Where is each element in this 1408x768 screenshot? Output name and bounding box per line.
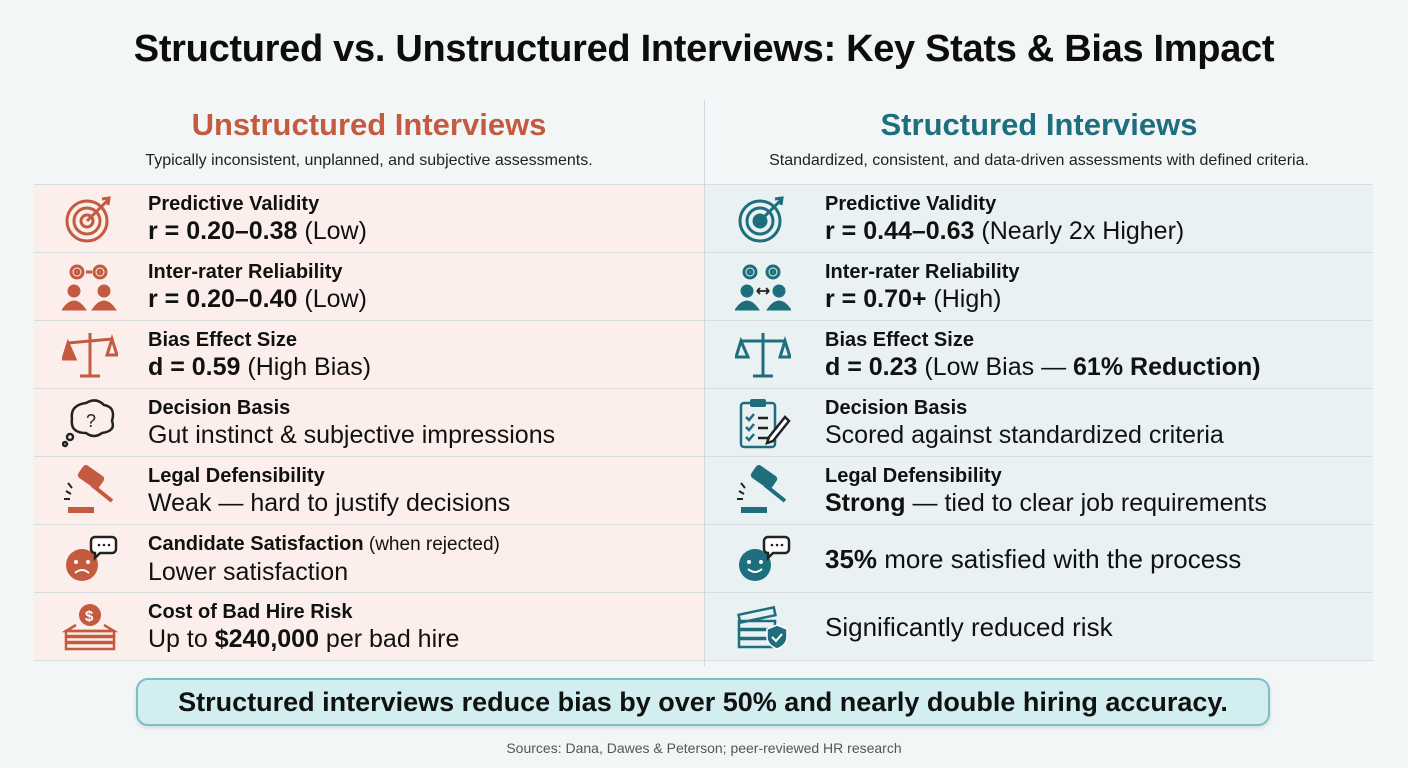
unstructured-subheading: Typically inconsistent, unplanned, and s… bbox=[145, 152, 593, 169]
structured-row-legal-defensibility: Legal Defensibility Strong — tied to cle… bbox=[705, 457, 1373, 525]
structured-header: Structured Interviews Standardized, cons… bbox=[705, 100, 1373, 184]
svg-text:?: ? bbox=[86, 411, 96, 431]
thought-question-icon: ? bbox=[61, 397, 118, 449]
row-value: 35% more satisfied with the process bbox=[825, 544, 1242, 574]
scales-icon bbox=[60, 329, 120, 381]
unstructured-row-legal-defensibility: Legal Defensibility Weak — hard to justi… bbox=[34, 457, 704, 525]
structured-row-candidate-satisfaction: 35% more satisfied with the process bbox=[705, 525, 1373, 593]
row-value: r = 0.44–0.63 (Nearly 2x Higher) bbox=[825, 217, 1185, 245]
unstructured-row-cost-of-bad-hire: $ Cost of Bad Hire Risk Up to $240,000 p… bbox=[34, 593, 704, 661]
row-value: Significantly reduced risk bbox=[825, 612, 1113, 642]
row-label: Cost of Bad Hire Risk bbox=[148, 601, 353, 623]
summary-banner: Structured interviews reduce bias by ove… bbox=[136, 678, 1270, 726]
target-icon bbox=[735, 193, 791, 245]
row-label: Legal Defensibility bbox=[148, 465, 325, 487]
structured-row-bias-effect-size: Bias Effect Size d = 0.23 (Low Bias — 61… bbox=[705, 321, 1373, 389]
structured-column: Structured Interviews Standardized, cons… bbox=[705, 100, 1373, 661]
row-label: Bias Effect Size bbox=[148, 329, 297, 351]
row-value: Weak — hard to justify decisions bbox=[148, 489, 511, 517]
row-value: r = 0.70+ (High) bbox=[825, 285, 1002, 313]
money-shield-icon bbox=[735, 601, 791, 653]
structured-row-inter-rater-reliability: Inter-rater Reliability r = 0.70+ (High) bbox=[705, 253, 1373, 321]
gavel-icon bbox=[735, 465, 791, 517]
gears-people-icon bbox=[734, 261, 792, 313]
row-label: Bias Effect Size bbox=[825, 329, 974, 351]
sad-face-chat-icon bbox=[62, 533, 118, 585]
sources-note: Sources: Dana, Dawes & Peterson; peer-re… bbox=[506, 740, 902, 756]
unstructured-row-predictive-validity: Predictive Validity r = 0.20–0.38 (Low) bbox=[34, 185, 704, 253]
row-label: Candidate Satisfaction (when rejected) bbox=[148, 533, 500, 555]
target-icon bbox=[62, 193, 118, 245]
row-value: Gut instinct & subjective impressions bbox=[148, 421, 556, 449]
unstructured-heading: Unstructured Interviews bbox=[191, 107, 547, 142]
gears-people-icon bbox=[61, 261, 118, 313]
scales-icon bbox=[733, 329, 793, 381]
unstructured-row-inter-rater-reliability: Inter-rater Reliability r = 0.20–0.40 (L… bbox=[34, 253, 704, 321]
row-value: Lower satisfaction bbox=[148, 558, 349, 586]
row-value: Strong — tied to clear job requirements bbox=[825, 489, 1267, 517]
row-label: Decision Basis bbox=[148, 397, 291, 419]
structured-row-cost-of-bad-hire: Significantly reduced risk bbox=[705, 593, 1373, 661]
column-divider bbox=[704, 100, 705, 666]
structured-subheading: Standardized, consistent, and data-drive… bbox=[769, 152, 1309, 169]
clipboard-checklist-icon bbox=[735, 397, 791, 449]
row-value: r = 0.20–0.38 (Low) bbox=[148, 217, 367, 245]
page-title: Structured vs. Unstructured Interviews: … bbox=[133, 28, 1275, 70]
row-label: Inter-rater Reliability bbox=[825, 261, 1020, 283]
structured-row-decision-basis: Decision Basis Scored against standardiz… bbox=[705, 389, 1373, 457]
row-label: Decision Basis bbox=[825, 397, 968, 419]
row-label: Inter-rater Reliability bbox=[148, 261, 343, 283]
structured-heading: Structured Interviews bbox=[880, 107, 1198, 142]
unstructured-row-decision-basis: ? Decision Basis Gut instinct & subjecti… bbox=[34, 389, 704, 457]
row-value: r = 0.20–0.40 (Low) bbox=[148, 285, 367, 313]
unstructured-row-candidate-satisfaction: Candidate Satisfaction (when rejected) L… bbox=[34, 525, 704, 593]
gavel-icon bbox=[62, 465, 118, 517]
happy-face-chat-icon bbox=[735, 533, 791, 585]
money-stack-icon: $ bbox=[61, 601, 119, 653]
unstructured-column: Unstructured Interviews Typically incons… bbox=[34, 100, 704, 661]
structured-row-predictive-validity: Predictive Validity r = 0.44–0.63 (Nearl… bbox=[705, 185, 1373, 253]
unstructured-row-bias-effect-size: Bias Effect Size d = 0.59 (High Bias) bbox=[34, 321, 704, 389]
row-label: Legal Defensibility bbox=[825, 465, 1002, 487]
row-label: Predictive Validity bbox=[825, 193, 997, 215]
row-label: Predictive Validity bbox=[148, 193, 320, 215]
unstructured-header: Unstructured Interviews Typically incons… bbox=[34, 100, 704, 184]
row-value: d = 0.23 (Low Bias — 61% Reduction) bbox=[825, 353, 1261, 381]
svg-text:$: $ bbox=[85, 608, 94, 625]
row-value: Scored against standardized criteria bbox=[825, 421, 1224, 449]
row-value: d = 0.59 (High Bias) bbox=[148, 353, 372, 381]
row-value: Up to $240,000 per bad hire bbox=[148, 625, 460, 653]
